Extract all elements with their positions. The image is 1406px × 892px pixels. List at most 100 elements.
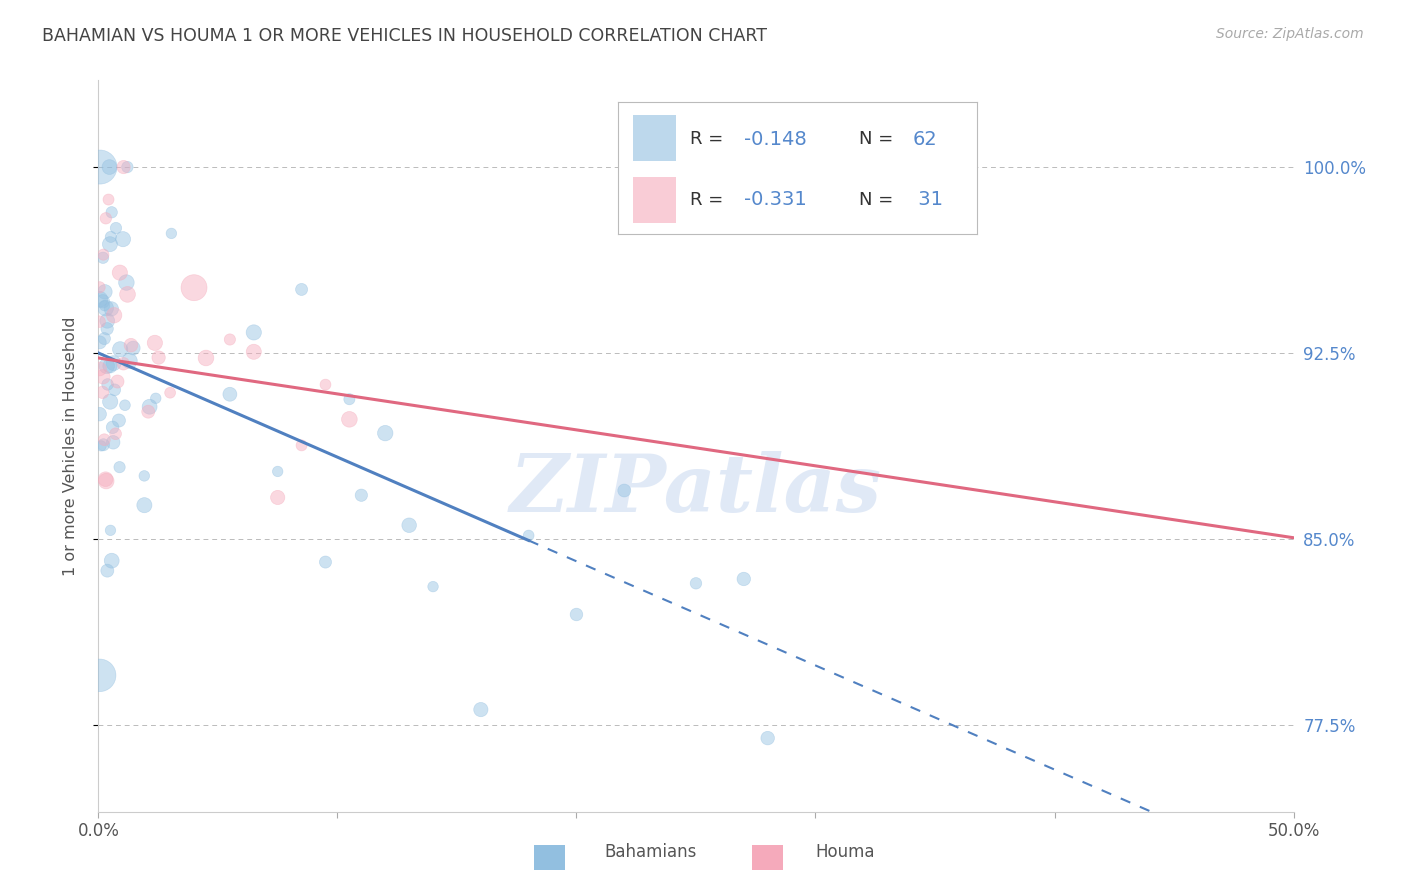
Point xyxy=(97,377,120,392)
Point xyxy=(118,354,141,368)
Point xyxy=(398,518,420,533)
Point xyxy=(100,301,122,316)
Point xyxy=(470,702,492,716)
Point xyxy=(94,301,117,315)
Point xyxy=(145,392,167,406)
Point xyxy=(517,528,540,542)
Point xyxy=(93,299,115,313)
Point xyxy=(96,564,118,578)
Point xyxy=(422,580,444,594)
Point xyxy=(243,326,266,340)
Point xyxy=(291,282,314,296)
Point xyxy=(374,426,396,441)
Point xyxy=(291,438,314,452)
Point xyxy=(89,335,111,350)
Point xyxy=(90,439,112,453)
Point xyxy=(89,293,111,307)
Point xyxy=(108,343,131,357)
Point xyxy=(98,237,121,252)
Point xyxy=(219,333,242,347)
Point xyxy=(91,385,114,400)
Point xyxy=(96,322,118,336)
Point xyxy=(104,221,127,235)
Point xyxy=(339,412,361,426)
Point xyxy=(93,433,115,447)
Point xyxy=(96,314,118,328)
Point xyxy=(93,332,115,346)
Point xyxy=(160,227,183,241)
Point xyxy=(120,338,142,352)
Point xyxy=(112,160,135,174)
Point xyxy=(97,193,120,207)
Point xyxy=(98,394,121,409)
Text: Bahamians: Bahamians xyxy=(605,843,697,861)
Point xyxy=(89,407,111,421)
Point xyxy=(112,357,135,371)
Point xyxy=(103,356,125,370)
Point xyxy=(117,287,139,301)
Point xyxy=(122,341,145,355)
Point xyxy=(111,232,134,246)
Text: ZIPatlas: ZIPatlas xyxy=(510,451,882,529)
Point xyxy=(143,335,166,350)
Point xyxy=(104,383,127,397)
Point xyxy=(148,351,170,365)
Point xyxy=(89,315,111,329)
Point xyxy=(115,276,138,290)
Point xyxy=(98,359,121,373)
Point xyxy=(89,280,111,294)
Point xyxy=(267,465,290,479)
Text: BAHAMIAN VS HOUMA 1 OR MORE VEHICLES IN HOUSEHOLD CORRELATION CHART: BAHAMIAN VS HOUMA 1 OR MORE VEHICLES IN … xyxy=(42,27,768,45)
Point xyxy=(108,413,131,427)
Point xyxy=(136,405,159,419)
Point xyxy=(195,351,218,365)
Point xyxy=(243,344,266,359)
Point xyxy=(315,555,337,569)
Point xyxy=(100,230,122,244)
Point xyxy=(101,420,124,434)
Point xyxy=(91,369,114,384)
Point xyxy=(91,294,114,309)
Point xyxy=(89,668,111,682)
Point xyxy=(89,160,111,174)
Point xyxy=(685,576,707,591)
Point xyxy=(103,308,125,322)
Y-axis label: 1 or more Vehicles in Household: 1 or more Vehicles in Household xyxy=(63,317,77,575)
Point xyxy=(104,426,127,441)
Point xyxy=(98,160,121,174)
Point xyxy=(96,474,118,488)
Point xyxy=(613,483,636,498)
Point xyxy=(350,488,373,502)
Point xyxy=(565,607,588,622)
Point xyxy=(96,359,118,373)
Point xyxy=(134,498,156,512)
Point xyxy=(93,438,115,452)
Text: Houma: Houma xyxy=(815,843,875,861)
Text: Source: ZipAtlas.com: Source: ZipAtlas.com xyxy=(1216,27,1364,41)
Point xyxy=(94,211,117,226)
Point xyxy=(100,524,122,538)
Point xyxy=(315,377,337,392)
Point xyxy=(91,251,114,265)
Point xyxy=(138,400,160,414)
Point xyxy=(89,362,111,376)
Point xyxy=(159,385,181,400)
Point xyxy=(100,554,122,568)
Point xyxy=(93,247,115,261)
Point xyxy=(339,392,361,407)
Point xyxy=(117,160,139,174)
Point xyxy=(267,491,290,505)
Point xyxy=(114,398,136,412)
Point xyxy=(94,285,117,299)
Point xyxy=(108,266,131,280)
Point xyxy=(183,281,205,295)
Point xyxy=(733,572,755,586)
Point xyxy=(134,469,156,483)
Point xyxy=(103,435,125,450)
Point xyxy=(219,387,242,401)
Point xyxy=(108,460,131,475)
Point xyxy=(100,205,122,219)
Point xyxy=(94,472,117,486)
Point xyxy=(756,731,779,745)
Point xyxy=(107,375,129,389)
